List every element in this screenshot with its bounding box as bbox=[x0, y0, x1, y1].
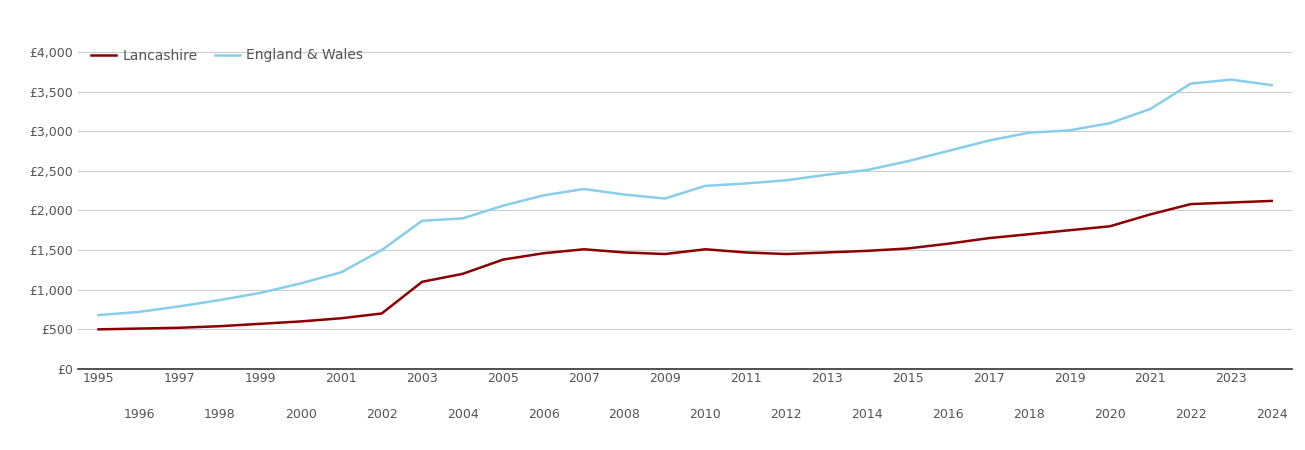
Lancashire bbox=[253, 321, 269, 327]
Text: 2008: 2008 bbox=[608, 408, 641, 421]
Lancashire bbox=[414, 279, 429, 284]
England & Wales bbox=[1224, 77, 1240, 82]
Lancashire bbox=[818, 250, 834, 255]
England & Wales bbox=[495, 203, 510, 208]
England & Wales bbox=[213, 297, 228, 303]
Lancashire bbox=[294, 319, 309, 324]
Lancashire bbox=[1182, 202, 1198, 207]
Lancashire bbox=[698, 247, 714, 252]
England & Wales bbox=[414, 218, 429, 224]
Lancashire bbox=[495, 257, 510, 262]
Lancashire bbox=[130, 326, 146, 331]
Text: 2014: 2014 bbox=[851, 408, 883, 421]
Text: 1998: 1998 bbox=[204, 408, 236, 421]
Text: 2012: 2012 bbox=[770, 408, 803, 421]
England & Wales bbox=[818, 172, 834, 177]
England & Wales bbox=[172, 304, 188, 309]
Lancashire bbox=[1061, 228, 1077, 233]
Lancashire bbox=[1101, 224, 1117, 229]
England & Wales bbox=[698, 183, 714, 189]
Lancashire bbox=[334, 315, 350, 321]
England & Wales bbox=[1022, 130, 1037, 135]
England & Wales bbox=[130, 309, 146, 315]
England & Wales bbox=[860, 167, 876, 173]
Legend: Lancashire, England & Wales: Lancashire, England & Wales bbox=[85, 43, 369, 68]
England & Wales bbox=[1265, 82, 1280, 88]
Text: 2016: 2016 bbox=[932, 408, 964, 421]
England & Wales bbox=[536, 193, 552, 198]
Lancashire bbox=[1142, 212, 1158, 217]
Lancashire bbox=[536, 251, 552, 256]
England & Wales bbox=[454, 216, 470, 221]
Lancashire bbox=[454, 271, 470, 277]
England & Wales bbox=[900, 158, 916, 164]
Text: 2002: 2002 bbox=[365, 408, 398, 421]
Lancashire bbox=[737, 250, 753, 255]
Lancashire bbox=[981, 235, 997, 241]
England & Wales bbox=[658, 196, 673, 201]
England & Wales bbox=[1061, 128, 1077, 133]
Lancashire bbox=[172, 325, 188, 330]
England & Wales bbox=[294, 281, 309, 286]
Lancashire bbox=[1265, 198, 1280, 203]
England & Wales bbox=[1101, 121, 1117, 126]
Text: 2010: 2010 bbox=[689, 408, 722, 421]
Lancashire bbox=[778, 252, 793, 257]
Text: 2000: 2000 bbox=[284, 408, 317, 421]
England & Wales bbox=[737, 181, 753, 186]
Line: Lancashire: Lancashire bbox=[98, 201, 1272, 329]
England & Wales bbox=[1182, 81, 1198, 86]
Line: England & Wales: England & Wales bbox=[98, 80, 1272, 315]
Lancashire bbox=[1224, 200, 1240, 205]
England & Wales bbox=[941, 148, 957, 153]
England & Wales bbox=[617, 192, 633, 197]
Lancashire bbox=[617, 250, 633, 255]
Text: 2006: 2006 bbox=[527, 408, 560, 421]
Lancashire bbox=[860, 248, 876, 253]
England & Wales bbox=[577, 186, 592, 192]
Lancashire bbox=[577, 247, 592, 252]
Lancashire bbox=[658, 252, 673, 257]
England & Wales bbox=[334, 270, 350, 275]
Lancashire bbox=[375, 311, 390, 316]
England & Wales bbox=[778, 178, 793, 183]
Text: 2020: 2020 bbox=[1094, 408, 1126, 421]
Lancashire bbox=[1022, 231, 1037, 237]
England & Wales bbox=[375, 248, 390, 253]
Text: 2022: 2022 bbox=[1174, 408, 1207, 421]
Lancashire bbox=[900, 246, 916, 251]
Text: 2004: 2004 bbox=[446, 408, 479, 421]
Lancashire bbox=[90, 327, 106, 332]
Text: 2024: 2024 bbox=[1255, 408, 1288, 421]
England & Wales bbox=[1142, 106, 1158, 112]
England & Wales bbox=[981, 138, 997, 144]
Text: 1996: 1996 bbox=[123, 408, 155, 421]
England & Wales bbox=[90, 312, 106, 318]
Lancashire bbox=[941, 241, 957, 247]
Text: 2018: 2018 bbox=[1013, 408, 1045, 421]
England & Wales bbox=[253, 290, 269, 296]
Lancashire bbox=[213, 324, 228, 329]
